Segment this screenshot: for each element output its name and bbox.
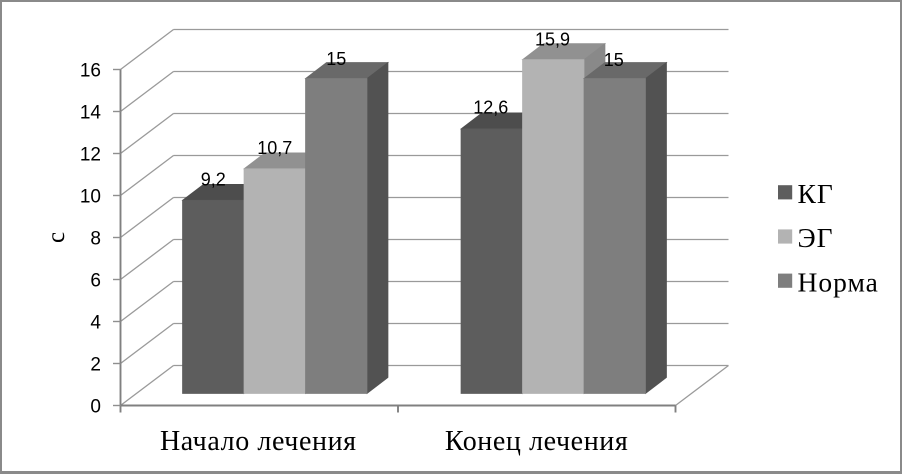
- svg-text:2: 2: [90, 355, 101, 376]
- svg-text:Начало лечения: Начало лечения: [160, 426, 357, 457]
- svg-text:6: 6: [90, 271, 101, 292]
- svg-text:15: 15: [604, 50, 624, 70]
- svg-text:15,9: 15,9: [535, 30, 570, 50]
- svg-text:Норма: Норма: [798, 267, 879, 298]
- svg-text:15: 15: [326, 49, 346, 69]
- svg-text:10: 10: [80, 187, 101, 208]
- svg-text:12: 12: [80, 145, 101, 166]
- svg-text:ЭГ: ЭГ: [798, 222, 834, 253]
- svg-text:с: с: [43, 232, 70, 243]
- svg-text:10,7: 10,7: [257, 138, 292, 158]
- svg-text:12,6: 12,6: [473, 98, 508, 118]
- svg-text:КГ: КГ: [798, 178, 834, 209]
- svg-text:9,2: 9,2: [201, 170, 226, 190]
- svg-text:16: 16: [80, 61, 101, 82]
- svg-text:0: 0: [90, 397, 101, 418]
- svg-text:Конец лечения: Конец лечения: [445, 426, 629, 457]
- svg-text:14: 14: [80, 103, 102, 124]
- svg-text:4: 4: [90, 313, 101, 334]
- svg-text:8: 8: [90, 229, 101, 250]
